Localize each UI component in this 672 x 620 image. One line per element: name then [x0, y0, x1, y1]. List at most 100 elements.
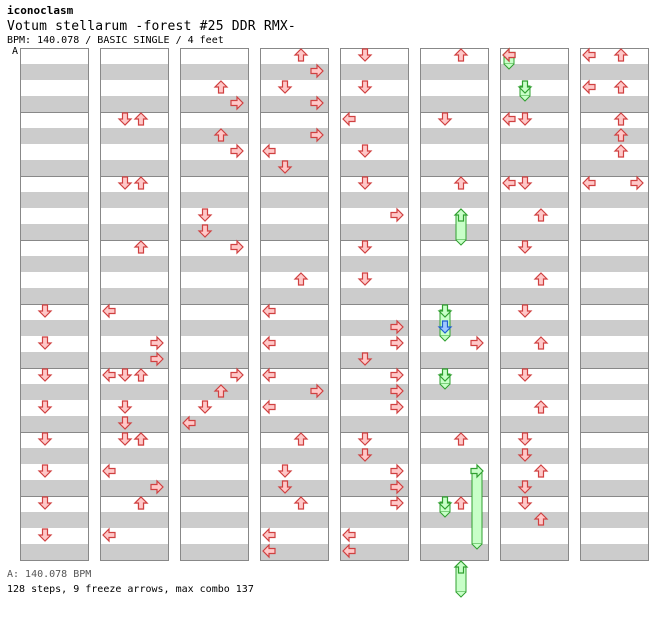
beat-stripe — [580, 96, 648, 112]
freeze-tail — [439, 511, 451, 518]
beat-stripe — [100, 512, 168, 528]
beat-stripe — [340, 352, 408, 368]
freeze-arrow-up — [453, 208, 469, 222]
step-arrow-down — [277, 464, 293, 478]
beat-stripe — [420, 544, 488, 560]
beat-stripe — [180, 160, 248, 176]
beat-stripe — [580, 448, 648, 464]
beat-stripe — [580, 416, 648, 432]
step-arrow-right — [390, 495, 404, 511]
step-arrow-up — [133, 240, 149, 254]
beat-stripe — [500, 192, 568, 208]
beat-stripe — [500, 160, 568, 176]
beat-stripe — [260, 256, 328, 272]
step-arrow-up — [613, 48, 629, 62]
beat-stripe — [20, 544, 88, 560]
step-arrow-down — [277, 160, 293, 174]
step-arrow-down — [517, 176, 533, 190]
beat-stripe — [180, 384, 248, 400]
step-arrow-left — [262, 543, 276, 559]
beat-stripe — [260, 352, 328, 368]
beat-stripe — [340, 160, 408, 176]
chart-column-frame — [260, 48, 329, 561]
beat-stripe — [420, 448, 488, 464]
beat-stripe — [260, 224, 328, 240]
beat-stripe — [20, 512, 88, 528]
step-arrow-right — [390, 335, 404, 351]
step-arrow-left — [102, 303, 116, 319]
beat-stripe — [20, 160, 88, 176]
beat-stripe — [260, 320, 328, 336]
step-arrow-up — [293, 432, 309, 446]
beat-stripe — [20, 96, 88, 112]
beat-stripe — [180, 512, 248, 528]
freeze-tail — [519, 95, 531, 102]
step-arrow-down — [117, 368, 133, 382]
beat-stripe — [20, 192, 88, 208]
beat-stripe — [340, 96, 408, 112]
step-arrow-down — [117, 176, 133, 190]
chart-column-frame — [580, 48, 649, 561]
beat-stripe — [500, 384, 568, 400]
step-arrow-right — [390, 479, 404, 495]
beat-stripe — [100, 544, 168, 560]
step-arrow-right — [150, 479, 164, 495]
beat-stripe — [580, 64, 648, 80]
freeze-arrow-down — [437, 496, 453, 510]
beat-stripe — [580, 224, 648, 240]
step-arrow-down — [37, 528, 53, 542]
chart-column-frame — [180, 48, 249, 561]
beat-stripe — [500, 480, 568, 496]
freeze-body — [471, 469, 483, 545]
beat-stripe — [340, 192, 408, 208]
step-arrow-up — [533, 208, 549, 222]
beat-stripe — [340, 224, 408, 240]
step-arrow-up — [533, 512, 549, 526]
step-arrow-up — [533, 464, 549, 478]
step-arrow-down — [357, 272, 373, 286]
chart-column-frame — [340, 48, 409, 561]
freeze-arrow-down — [437, 304, 453, 318]
beat-stripe — [180, 64, 248, 80]
step-arrow-left — [582, 47, 596, 63]
freeze-tail — [439, 335, 451, 342]
beat-stripe — [100, 192, 168, 208]
beat-stripe — [340, 256, 408, 272]
beat-stripe — [20, 320, 88, 336]
beat-stripe — [500, 320, 568, 336]
step-arrow-left — [102, 367, 116, 383]
step-arrow-down — [517, 480, 533, 494]
step-arrow-up — [293, 272, 309, 286]
chart-column-frame — [420, 48, 489, 561]
beat-stripe — [580, 256, 648, 272]
beat-stripe — [20, 64, 88, 80]
step-arrow-up — [293, 496, 309, 510]
beat-stripe — [260, 512, 328, 528]
step-arrow-up — [533, 272, 549, 286]
beat-stripe — [420, 64, 488, 80]
beat-stripe — [420, 160, 488, 176]
beat-stripe — [180, 352, 248, 368]
beat-stripe — [420, 320, 488, 336]
freeze-tail — [455, 591, 467, 598]
step-arrow-left — [262, 143, 276, 159]
beat-stripe — [420, 128, 488, 144]
step-arrow-down — [517, 448, 533, 462]
beat-stripe — [260, 192, 328, 208]
shock-arrow-down — [437, 320, 453, 334]
step-arrow-right — [390, 319, 404, 335]
beat-stripe — [260, 448, 328, 464]
step-arrow-down — [357, 240, 373, 254]
footer-stats: 128 steps, 9 freeze arrows, max combo 13… — [7, 584, 254, 595]
step-arrow-left — [262, 367, 276, 383]
step-arrow-down — [117, 112, 133, 126]
step-arrow-down — [357, 448, 373, 462]
step-arrow-down — [517, 112, 533, 126]
freeze-tail — [503, 63, 515, 70]
step-arrow-right — [390, 207, 404, 223]
step-arrow-right — [230, 95, 244, 111]
brand-title: iconoclasm — [7, 4, 74, 17]
step-arrow-down — [277, 80, 293, 94]
chart-column-frame — [100, 48, 169, 561]
step-arrow-up — [213, 128, 229, 142]
